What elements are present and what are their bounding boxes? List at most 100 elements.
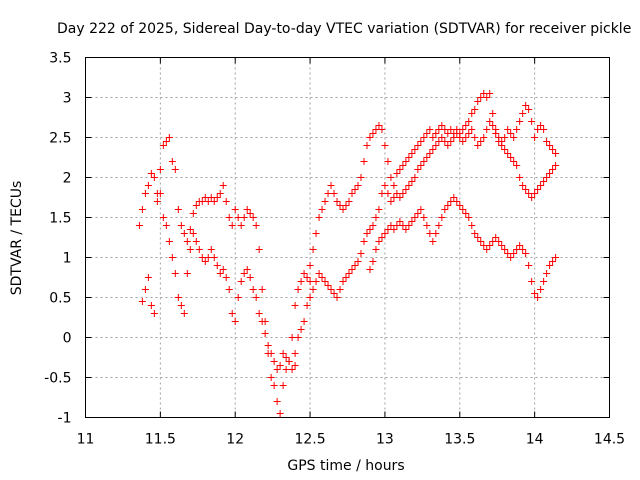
x-tick-label: 12 — [226, 432, 244, 448]
data-point — [546, 142, 554, 149]
y-tick-label: 3.5 — [49, 51, 71, 67]
data-point — [204, 254, 212, 261]
plot-frame — [85, 57, 610, 418]
data-point — [357, 174, 365, 181]
data-point — [195, 246, 203, 253]
data-point — [426, 126, 434, 133]
grid-lines — [85, 57, 610, 418]
data-point — [522, 250, 530, 257]
data-point — [501, 134, 509, 141]
data-point — [534, 186, 542, 193]
data-point — [528, 278, 536, 285]
data-point — [435, 138, 443, 145]
data-point — [384, 226, 392, 233]
data-point — [507, 130, 515, 137]
data-point — [513, 162, 521, 169]
data-point — [324, 282, 332, 289]
data-point — [189, 210, 197, 217]
data-point — [549, 146, 557, 153]
data-point — [531, 290, 539, 297]
data-point — [462, 134, 470, 141]
data-point — [516, 174, 524, 181]
data-point — [522, 186, 530, 193]
data-point — [219, 182, 227, 189]
data-point — [330, 290, 338, 297]
data-point — [390, 194, 398, 201]
data-point — [258, 318, 266, 325]
data-point — [336, 202, 344, 209]
data-point — [225, 286, 233, 293]
data-point — [426, 150, 434, 157]
data-point — [147, 170, 155, 177]
data-point — [441, 206, 449, 213]
data-point — [402, 158, 410, 165]
data-point — [501, 146, 509, 153]
data-point — [405, 154, 413, 161]
data-point — [519, 246, 527, 253]
data-point — [207, 246, 215, 253]
data-point — [303, 274, 311, 281]
data-point — [279, 382, 287, 389]
data-point — [213, 262, 221, 269]
data-point — [234, 294, 242, 301]
data-point — [471, 134, 479, 141]
data-point — [543, 270, 551, 277]
data-point — [486, 118, 494, 125]
data-point — [492, 130, 500, 137]
x-axis-label: GPS time / hours — [287, 458, 404, 474]
data-point — [441, 126, 449, 133]
data-point — [414, 166, 422, 173]
data-point — [507, 154, 515, 161]
y-axis-label: SDTVAR / TECUs — [9, 181, 25, 296]
data-point — [393, 190, 401, 197]
data-point — [378, 190, 386, 197]
data-point — [516, 118, 524, 125]
data-point — [375, 206, 383, 213]
x-tick-labels: 11 11.5 12 12.5 13 13.5 14 14.5 — [77, 432, 626, 448]
data-point — [240, 270, 248, 277]
data-point — [396, 194, 404, 201]
data-point — [303, 302, 311, 309]
data-point — [531, 134, 539, 141]
data-point — [504, 250, 512, 257]
data-point — [150, 174, 158, 181]
data-point — [477, 138, 485, 145]
data-point — [396, 218, 404, 225]
data-point — [468, 110, 476, 117]
data-point — [354, 182, 362, 189]
y-tick-labels: -1 -0.5 0 0.5 1 1.5 2 2.5 3 3.5 — [44, 51, 71, 427]
data-point — [339, 278, 347, 285]
data-point — [243, 266, 251, 273]
data-point — [492, 234, 500, 241]
data-point — [372, 214, 380, 221]
data-point — [177, 302, 185, 309]
data-point — [192, 238, 200, 245]
data-point — [171, 270, 179, 277]
data-point — [249, 214, 257, 221]
data-point — [456, 202, 464, 209]
data-point — [411, 174, 419, 181]
data-point — [363, 230, 371, 237]
data-point — [351, 262, 359, 269]
data-point — [327, 182, 335, 189]
y-tick-label: -0.5 — [44, 371, 71, 387]
data-point — [444, 142, 452, 149]
data-point — [402, 226, 410, 233]
data-point — [237, 222, 245, 229]
x-tick-label: 14.5 — [594, 432, 625, 448]
data-point — [378, 234, 386, 241]
data-point — [381, 230, 389, 237]
x-tick-label: 13 — [376, 432, 394, 448]
data-point — [327, 286, 335, 293]
data-point — [258, 286, 266, 293]
data-point — [474, 142, 482, 149]
data-point — [141, 190, 149, 197]
data-point — [444, 130, 452, 137]
data-point — [165, 238, 173, 245]
data-point — [477, 94, 485, 101]
data-point — [537, 122, 545, 129]
data-point — [498, 242, 506, 249]
y-tick-label: -1 — [58, 411, 72, 427]
data-point — [135, 222, 143, 229]
y-tick-label: 2.5 — [49, 131, 71, 147]
